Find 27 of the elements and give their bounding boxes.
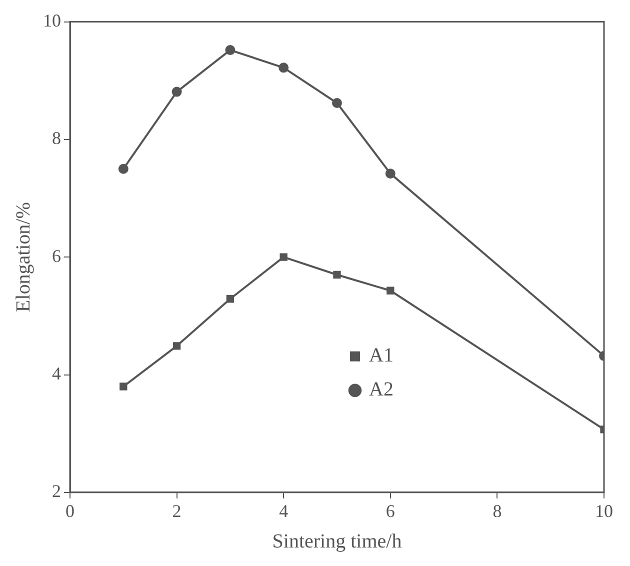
x-tick-label: 6 [386,500,395,521]
x-tick-label: 10 [595,500,613,521]
point [226,295,234,303]
x-tick-label: 2 [172,500,182,521]
point [280,253,288,261]
legend-label: A2 [369,378,394,401]
y-axis-title: Elongation/% [12,202,34,312]
x-tick-label: 0 [66,500,74,521]
point [172,342,181,350]
y-tick-label: 6 [52,246,61,266]
x-tick-label: 8 [492,500,502,521]
point [385,168,396,179]
point [278,62,289,73]
y-tick-label: 4 [52,363,61,384]
point [386,286,394,294]
point [172,86,182,97]
point [332,98,342,108]
point [333,270,341,279]
point [225,45,236,56]
x-axis-title: Sintering time/h [272,530,402,552]
y-tick-label: 2 [52,481,61,502]
y-tick-label: 8 [52,128,61,148]
x-tick-label: 4 [279,500,288,521]
point [120,382,128,390]
y-tick-label: 10 [43,10,61,31]
legend-label: A1 [369,344,394,367]
point [118,164,128,174]
